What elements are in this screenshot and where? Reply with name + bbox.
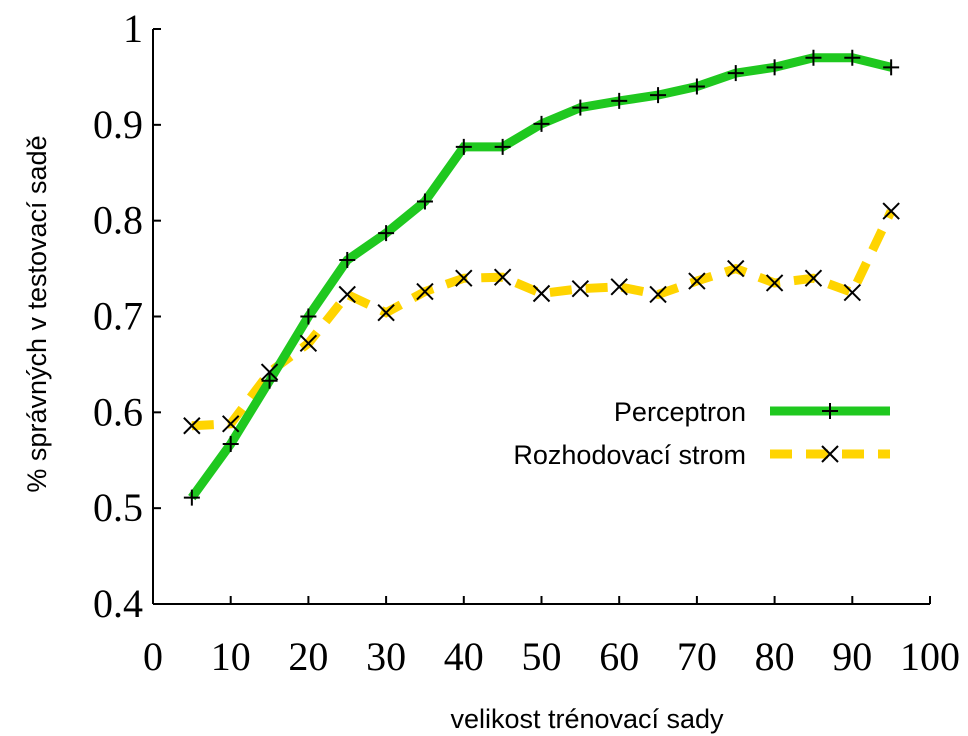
x-tick-label: 40 — [444, 634, 484, 679]
data-point-rozhodovaci-strom — [882, 202, 900, 220]
data-point-rozhodovaci-strom — [727, 259, 745, 278]
marker-stroke — [727, 259, 745, 278]
marker-stroke — [532, 284, 551, 303]
data-point-perceptron — [766, 59, 783, 76]
data-point-rozhodovaci-strom — [455, 269, 473, 287]
marker-stroke — [610, 278, 628, 296]
data-point-perceptron — [416, 193, 433, 210]
marker-stroke — [455, 269, 473, 287]
legend-marker-perceptron — [822, 403, 838, 419]
marker-stroke — [688, 272, 706, 290]
y-tick-label: 0.9 — [93, 102, 143, 147]
y-tick-label: 0.8 — [93, 198, 143, 243]
x-tick-label: 90 — [832, 634, 872, 679]
marker-stroke — [221, 415, 240, 433]
series-markers — [183, 49, 900, 506]
y-tick-label: 0.5 — [93, 485, 143, 530]
data-point-perceptron — [300, 308, 317, 325]
marker-stroke — [260, 363, 279, 381]
data-point-rozhodovaci-strom — [260, 363, 279, 381]
legend: Perceptron Rozhodovací strom — [513, 397, 890, 470]
data-point-rozhodovaci-strom — [532, 284, 551, 303]
data-point-rozhodovaci-strom — [610, 278, 628, 296]
data-point-perceptron — [183, 489, 200, 506]
marker-stroke — [416, 282, 434, 301]
legend-label-rozhodovaci-strom: Rozhodovací strom — [513, 440, 746, 470]
data-point-perceptron — [222, 435, 239, 452]
marker-stroke — [882, 202, 900, 220]
y-tick-labels: 0.4 0.5 0.6 0.7 0.8 0.9 1 — [93, 6, 143, 626]
x-tick-label: 60 — [599, 634, 639, 679]
legend-marker-rozhodovaci-strom — [821, 445, 839, 463]
marker-stroke — [377, 303, 395, 322]
data-point-perceptron — [339, 251, 356, 268]
data-point-perceptron — [455, 138, 472, 155]
data-point-rozhodovaci-strom — [688, 272, 706, 290]
marker-stroke — [571, 280, 590, 298]
legend-marker-glyph — [822, 403, 838, 419]
marker-stroke — [765, 274, 784, 292]
data-point-rozhodovaci-strom — [299, 334, 318, 353]
data-point-perceptron — [494, 138, 511, 155]
data-point-perceptron — [650, 87, 667, 104]
x-tick-label: 70 — [677, 634, 717, 679]
y-axis-title: % správných v testovací sadě — [22, 135, 52, 492]
data-point-rozhodovaci-strom — [493, 268, 512, 286]
x-tick-label: 30 — [366, 634, 406, 679]
x-tick-label: 10 — [211, 634, 251, 679]
y-tick-label: 1 — [123, 6, 143, 51]
data-point-perceptron — [533, 115, 550, 132]
marker-stroke — [804, 269, 823, 287]
data-point-perceptron — [844, 49, 861, 66]
legend-label-perceptron: Perceptron — [614, 397, 746, 427]
data-point-perceptron — [805, 49, 822, 66]
marker-stroke — [493, 268, 512, 286]
data-point-rozhodovaci-strom — [571, 280, 590, 298]
marker-stroke — [843, 283, 862, 302]
marker-stroke — [299, 334, 318, 353]
data-point-perceptron — [378, 225, 395, 242]
data-point-perceptron — [688, 78, 705, 95]
series-line-rozhodovaci-strom — [191, 209, 896, 431]
marker-stroke — [183, 417, 201, 435]
data-point-perceptron — [261, 372, 278, 389]
y-tick-label: 0.4 — [93, 581, 143, 626]
x-tick-label: 20 — [288, 634, 328, 679]
data-point-rozhodovaci-strom — [416, 282, 434, 301]
data-point-rozhodovaci-strom — [843, 283, 862, 302]
tick-marks — [152, 28, 931, 605]
data-point-rozhodovaci-strom — [183, 417, 201, 435]
marker-stroke — [821, 445, 839, 463]
data-point-perceptron — [883, 59, 900, 76]
data-point-rozhodovaci-strom — [377, 303, 395, 322]
data-point-perceptron — [611, 92, 628, 109]
legend-marker-glyph — [821, 445, 839, 463]
data-point-rozhodovaci-strom — [221, 415, 240, 433]
data-point-perceptron — [572, 99, 589, 116]
data-point-rozhodovaci-strom — [765, 274, 784, 292]
data-point-rozhodovaci-strom — [804, 269, 823, 287]
axes — [152, 29, 930, 605]
data-point-rozhodovaci-strom — [338, 285, 356, 304]
x-tick-label: 50 — [522, 634, 562, 679]
x-tick-label: 100 — [900, 634, 960, 679]
data-point-perceptron — [727, 65, 744, 82]
marker-stroke — [649, 285, 667, 304]
data-point-rozhodovaci-strom — [649, 285, 667, 304]
x-tick-label: 0 — [143, 634, 163, 679]
marker-stroke — [338, 285, 356, 304]
y-tick-label: 0.7 — [93, 294, 143, 339]
y-tick-label: 0.6 — [93, 389, 143, 434]
x-axis-title: velikost trénovací sady — [450, 704, 724, 734]
x-tick-labels: 0 10 20 30 40 50 60 70 80 90 100 — [143, 634, 960, 679]
x-tick-label: 80 — [755, 634, 795, 679]
